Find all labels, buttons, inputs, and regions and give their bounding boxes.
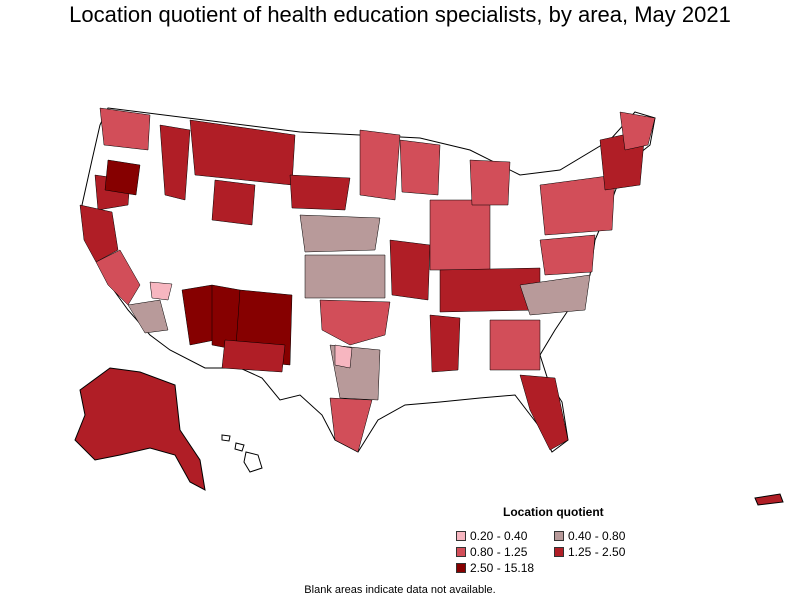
legend-swatch-4 <box>456 563 466 573</box>
legend-swatch-2 <box>456 547 466 557</box>
legend-swatch-0 <box>456 531 466 541</box>
region-carolinas <box>519 274 591 316</box>
legend-title: Location quotient <box>503 505 604 519</box>
region-pennsylvania-ny <box>539 174 616 236</box>
region-south-dakota <box>289 174 351 211</box>
legend-label-4: 2.50 - 15.18 <box>470 561 535 575</box>
region-kansas <box>304 254 386 299</box>
map-title: Location quotient of health education sp… <box>69 2 731 27</box>
puerto-rico <box>754 493 784 506</box>
region-minnesota <box>359 129 401 201</box>
legend-item-2: 0.80 - 1.25 <box>456 545 527 559</box>
region-oklahoma <box>319 299 391 346</box>
legend-item-0: 0.20 - 0.40 <box>456 529 527 543</box>
west-coast-regions <box>79 107 169 334</box>
region-texas-pink <box>334 344 353 369</box>
region-virginia <box>539 234 596 276</box>
legend-item-1: 0.40 - 0.80 <box>554 529 625 543</box>
region-wyoming <box>211 179 256 226</box>
region-georgia <box>489 319 541 371</box>
legend-swatch-1 <box>554 531 564 541</box>
alaska <box>74 367 206 491</box>
blank-areas-note: Blank areas indicate data not available. <box>304 584 496 596</box>
region-washington <box>99 107 151 151</box>
region-idaho <box>159 124 191 201</box>
region-california-south <box>127 299 169 334</box>
legend-swatch-3 <box>554 547 564 557</box>
region-oregon-east <box>104 159 141 196</box>
region-new-mexico-south <box>221 339 286 373</box>
legend-label-1: 0.40 - 0.80 <box>568 529 626 543</box>
region-florida <box>519 374 569 451</box>
legend-label-3: 1.25 - 2.50 <box>568 545 626 559</box>
region-wisconsin <box>399 139 441 196</box>
central-regions <box>289 129 431 453</box>
region-michigan <box>469 159 511 206</box>
region-texas-gulf <box>329 397 373 453</box>
legend-label-2: 0.80 - 1.25 <box>470 545 528 559</box>
hawaii <box>221 434 263 473</box>
legend-label-0: 0.20 - 0.40 <box>470 529 528 543</box>
region-illinois-indiana <box>429 199 491 271</box>
eastern-regions <box>399 111 656 451</box>
region-maine <box>619 111 656 151</box>
region-nebraska <box>299 214 381 253</box>
region-mississippi <box>429 314 461 373</box>
legend-item-3: 1.25 - 2.50 <box>554 545 625 559</box>
region-california-north <box>79 204 119 263</box>
region-nevada-south <box>149 281 173 301</box>
region-california-central <box>95 249 141 306</box>
region-missouri <box>389 239 431 301</box>
legend-item-4: 2.50 - 15.18 <box>456 561 534 575</box>
